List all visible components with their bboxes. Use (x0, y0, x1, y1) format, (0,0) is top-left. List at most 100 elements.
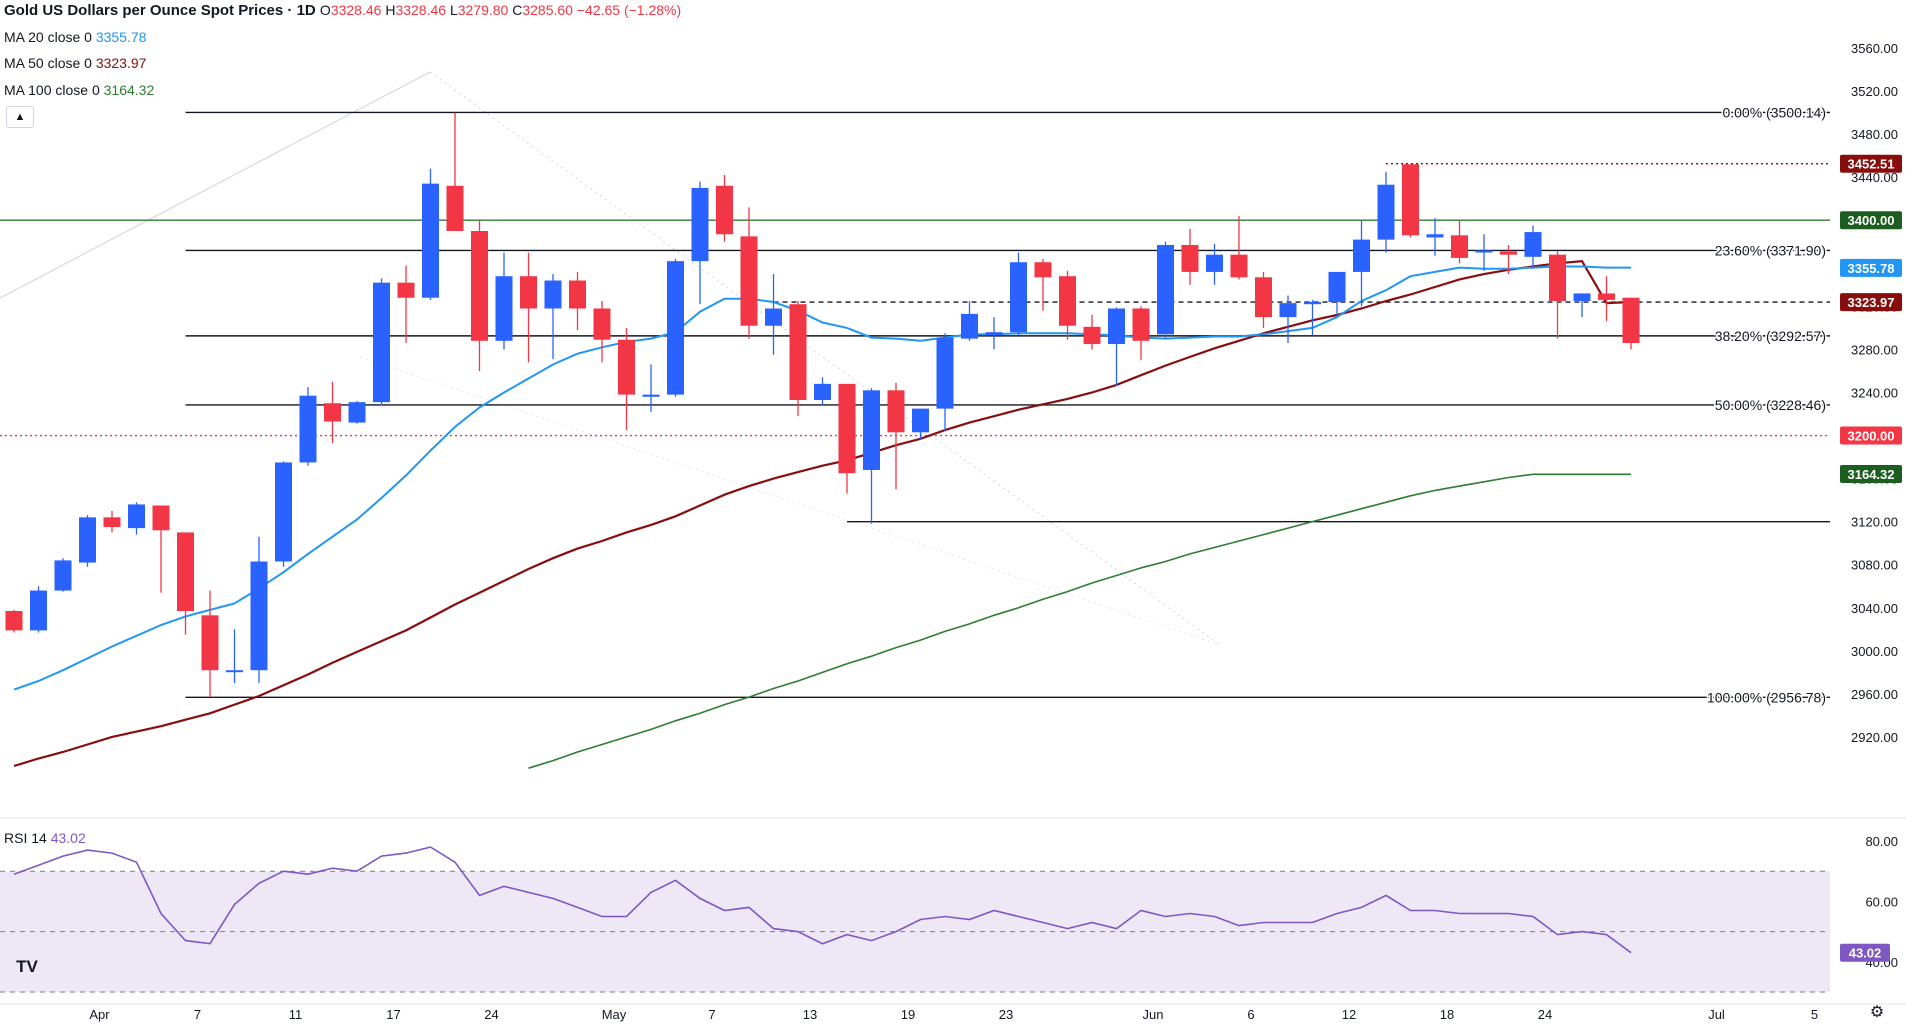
trendline-2 (429, 71, 1221, 646)
candle-body (250, 561, 268, 671)
price-tick-label: 3080.00 (1851, 558, 1898, 573)
time-tick-label: Jul (1708, 1007, 1725, 1022)
rsi-legend[interactable]: RSI 14 43.02 (4, 830, 86, 846)
time-tick-label: 24 (1538, 1007, 1552, 1022)
candle-body (1059, 276, 1076, 326)
price-tag-label: 3164.32 (1848, 467, 1895, 482)
candle-body (397, 282, 415, 298)
candle-body (54, 560, 72, 591)
time-tick-label: 6 (1247, 1007, 1254, 1022)
price-tag (1840, 464, 1902, 483)
price-tick-label: 3280.00 (1851, 342, 1898, 357)
time-tick-label: 23 (999, 1007, 1013, 1022)
rsi-value: 43.02 (50, 830, 86, 846)
candle-body (936, 337, 954, 409)
rsi-line (13, 846, 1632, 954)
close-value: 3285.60 (522, 2, 573, 18)
candle-body (814, 383, 831, 401)
time-tick-label: 19 (901, 1007, 915, 1022)
time-tick-label: 18 (1440, 1007, 1454, 1022)
candle-body (1083, 326, 1101, 345)
symbol-legend: Gold US Dollars per Ounce Spot Prices · … (4, 2, 681, 19)
candle-body (1255, 277, 1272, 318)
candle-body (961, 313, 978, 339)
time-tick-label: 17 (386, 1007, 400, 1022)
price-tick-label: 3240.00 (1851, 385, 1898, 400)
candle-body (1622, 297, 1640, 343)
ma20-legend[interactable]: MA 20 close 0 3355.78 (4, 29, 146, 45)
price-tick-label: 3560.00 (1851, 41, 1898, 56)
price-tag (1840, 293, 1902, 312)
rsi-tag (1840, 943, 1890, 962)
ma100-legend[interactable]: MA 100 close 0 3164.32 (4, 82, 154, 98)
fib-label-fib-382: 38.20% (3292.57) (1715, 328, 1826, 344)
price-tag-label: 3355.78 (1848, 261, 1895, 276)
time-tick-label: May (602, 1007, 627, 1022)
candle-body (1108, 308, 1125, 345)
high-key: H (385, 2, 396, 18)
candle-body (593, 308, 611, 340)
candle-body (1549, 254, 1566, 301)
rsi-tick-label: 80.00 (1865, 834, 1898, 849)
price-tag (1840, 154, 1902, 173)
ma50-legend[interactable]: MA 50 close 0 3323.97 (4, 55, 146, 71)
time-tick-label: Apr (89, 1007, 110, 1022)
candle-body (201, 615, 219, 671)
candle-body (299, 395, 317, 463)
chevron-up-icon[interactable]: ▲ (6, 106, 34, 128)
gear-icon[interactable]: ⚙ (1869, 1004, 1885, 1021)
price-change: −42.65 (−1.28%) (576, 2, 682, 18)
price-tick-label: 2920.00 (1851, 730, 1898, 745)
price-tick-label: 3000.00 (1851, 644, 1898, 659)
candle-body (789, 304, 807, 401)
candle-body (887, 390, 905, 433)
ma20-value: 3355.78 (95, 29, 147, 45)
low-value: 3279.80 (457, 2, 509, 18)
price-tag-label: 3200.00 (1848, 429, 1895, 444)
candle-body (1353, 239, 1370, 272)
fib-label-fib-236: 23.60% (3371.90) (1715, 242, 1826, 258)
candle-body (912, 408, 929, 433)
candle-body (373, 282, 390, 403)
candle-body (1524, 232, 1542, 257)
candle-body (642, 394, 660, 397)
candle-body (348, 402, 366, 423)
candle-body (324, 403, 341, 422)
price-tick-label: 3520.00 (1851, 84, 1898, 99)
candle-body (765, 308, 782, 326)
candle-body (1304, 302, 1321, 305)
price-tag (1840, 258, 1902, 277)
candle-body (569, 280, 586, 309)
time-tick-label: 24 (484, 1007, 498, 1022)
ma50-value: 3323.97 (95, 55, 147, 71)
candle-body (1181, 244, 1199, 272)
price-tick-label: 3040.00 (1851, 601, 1898, 616)
close-key: C (512, 2, 523, 18)
candle-body (446, 185, 464, 231)
trendline-1 (0, 71, 431, 299)
candle-body (1328, 271, 1346, 303)
time-tick-label: 5 (1811, 1007, 1818, 1022)
candle-body (1206, 254, 1223, 272)
open-value: 3328.46 (330, 2, 382, 18)
price-tick-label: 3480.00 (1851, 127, 1898, 142)
candle-body (495, 276, 513, 341)
high-value: 3328.46 (395, 2, 447, 18)
fib-label-fib-50: 50.00% (3228.46) (1715, 397, 1826, 413)
tradingview-logo-icon[interactable]: TV (16, 957, 38, 976)
candle-body (667, 261, 684, 395)
time-tick-label: 13 (803, 1007, 817, 1022)
time-tick-label: 12 (1342, 1007, 1356, 1022)
candle-body (691, 187, 709, 262)
candle-body (838, 383, 856, 474)
candle-body (1573, 293, 1591, 301)
trendline-3 (359, 356, 1221, 646)
price-tag (1840, 211, 1902, 230)
candle-body (985, 332, 1003, 336)
ma20-label: MA 20 close 0 (4, 29, 92, 45)
ma50-label: MA 50 close 0 (4, 55, 92, 71)
time-tick-label: 11 (289, 1007, 303, 1022)
candle-body (1451, 235, 1468, 258)
